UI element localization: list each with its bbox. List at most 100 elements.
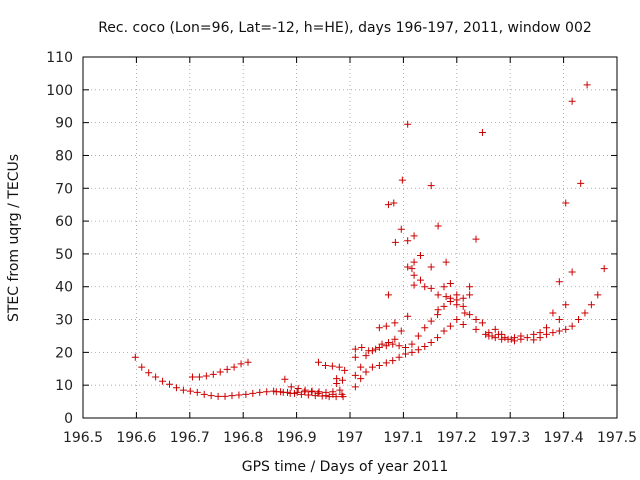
data-point: [488, 332, 496, 340]
data-point: [395, 353, 403, 361]
y-tick-label: 20: [55, 345, 73, 361]
data-point: [372, 345, 380, 353]
data-point: [325, 393, 333, 401]
data-point: [395, 342, 403, 350]
data-point: [446, 294, 454, 302]
data-point: [543, 330, 551, 338]
data-point: [440, 327, 448, 335]
data-point: [402, 343, 410, 351]
data-point: [491, 334, 499, 342]
data-point: [308, 388, 316, 396]
data-point: [279, 388, 287, 396]
data-point: [321, 361, 329, 369]
data-point: [281, 375, 289, 383]
data-point: [577, 179, 585, 187]
data-point: [382, 322, 390, 330]
data-point: [389, 357, 397, 365]
data-point: [453, 316, 461, 324]
y-tick-label: 50: [55, 247, 73, 263]
data-point: [358, 343, 366, 351]
data-point: [440, 283, 448, 291]
data-point: [314, 358, 322, 366]
data-point: [427, 284, 435, 292]
data-point: [575, 316, 583, 324]
data-point: [138, 363, 146, 371]
y-tick-label: 100: [46, 83, 73, 99]
y-tick-label: 10: [55, 378, 73, 394]
data-point: [335, 363, 343, 371]
data-point: [341, 366, 349, 374]
data-point: [172, 384, 180, 392]
data-point: [214, 392, 222, 400]
data-point: [442, 293, 450, 301]
data-point: [427, 182, 435, 190]
data-point: [472, 235, 480, 243]
data-point: [410, 281, 418, 289]
data-point: [397, 327, 405, 335]
data-point: [200, 390, 208, 398]
data-point: [581, 309, 589, 317]
x-tick-label: 196.7: [170, 430, 210, 446]
data-point: [568, 268, 576, 276]
data-point: [263, 388, 271, 396]
data-point: [434, 311, 442, 319]
data-point: [587, 301, 595, 309]
data-point: [446, 322, 454, 330]
data-point: [301, 386, 309, 394]
y-tick-label: 30: [55, 313, 73, 329]
data-point: [549, 309, 557, 317]
data-point: [404, 237, 412, 245]
data-point: [594, 291, 602, 299]
data-point: [408, 265, 416, 273]
data-point: [478, 128, 486, 136]
data-point: [375, 361, 383, 369]
data-point: [427, 263, 435, 271]
data-point: [555, 278, 563, 286]
data-point: [328, 362, 336, 370]
data-point: [408, 340, 416, 348]
data-point: [362, 352, 370, 360]
data-point: [404, 312, 412, 320]
data-point: [523, 334, 531, 342]
data-point: [498, 335, 506, 343]
data-point: [339, 376, 347, 384]
data-point: [507, 335, 515, 343]
data-point: [384, 291, 392, 299]
data-point: [555, 316, 563, 324]
data-point: [510, 337, 518, 345]
data-point: [459, 320, 467, 328]
data-point: [410, 271, 418, 279]
data-point: [421, 324, 429, 332]
data-point: [230, 363, 238, 371]
data-point: [159, 377, 167, 385]
x-axis-label: GPS time / Days of year 2011: [242, 459, 449, 475]
data-point: [209, 370, 217, 378]
data-point: [434, 291, 442, 299]
data-point: [600, 265, 608, 273]
data-point: [530, 336, 538, 344]
data-point: [237, 360, 245, 368]
data-point: [434, 334, 442, 342]
data-point: [375, 324, 383, 332]
data-point: [398, 176, 406, 184]
data-point: [568, 97, 576, 105]
data-point: [568, 322, 576, 330]
data-point: [384, 339, 392, 347]
x-tick-label: 196.9: [277, 430, 317, 446]
data-point: [478, 319, 486, 327]
y-tick-label: 90: [55, 116, 73, 132]
x-tick-label: 196.8: [223, 430, 263, 446]
data-point: [389, 340, 397, 348]
x-tick-label: 197.2: [437, 430, 477, 446]
data-point: [416, 252, 424, 260]
data-point: [472, 325, 480, 333]
data-point: [216, 368, 224, 376]
data-point: [397, 225, 405, 233]
data-point: [301, 388, 309, 396]
data-point: [472, 316, 480, 324]
data-point: [223, 365, 231, 373]
data-point: [501, 334, 509, 342]
data-point: [378, 340, 386, 348]
